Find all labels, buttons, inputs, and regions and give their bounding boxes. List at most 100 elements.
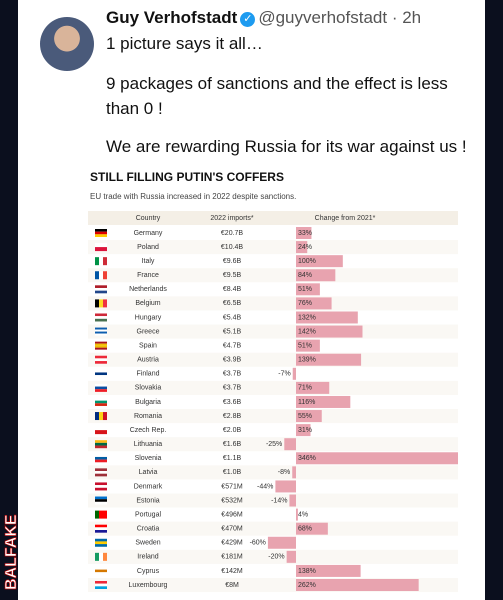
country-name: Slovakia — [135, 385, 162, 392]
change-label: 346% — [298, 455, 316, 462]
change-bar — [289, 494, 296, 507]
flag-stripe — [95, 581, 107, 584]
flag-stripe — [95, 426, 107, 431]
import-value: €5.4B — [223, 314, 242, 321]
change-label: 68% — [298, 526, 312, 533]
flag-stripe — [95, 327, 107, 330]
tweet-header: Guy Verhofstadt ✓ @guyverhofstadt · 2h — [106, 8, 421, 28]
flag-stripe — [95, 290, 107, 294]
change-bar — [296, 508, 298, 521]
flag-stripe — [95, 456, 107, 460]
flag-stripe — [95, 285, 107, 288]
import-value: €181M — [221, 554, 243, 561]
flag-stripe — [95, 412, 99, 421]
flag-stripe — [95, 487, 107, 491]
country-name: Belgium — [135, 300, 160, 307]
import-value: €3.7B — [223, 371, 242, 378]
author-name[interactable]: Guy Verhofstadt — [106, 8, 238, 27]
change-label: 33% — [298, 230, 312, 237]
flag-stripe — [95, 369, 107, 373]
flag-stripe — [99, 510, 103, 519]
import-value: €5.1B — [223, 328, 242, 335]
change-label: 132% — [298, 314, 316, 321]
country-name: Bulgaria — [135, 399, 161, 406]
flag-stripe — [95, 231, 107, 235]
flag-stripe — [95, 524, 107, 528]
change-bar — [296, 381, 330, 394]
import-value: €1.1B — [223, 455, 242, 462]
flag-stripe — [95, 530, 107, 533]
row-stripe — [88, 521, 458, 536]
flag-stripe — [95, 538, 107, 542]
author-handle[interactable]: @guyverhofstadt — [258, 8, 388, 27]
import-value: €8M — [225, 582, 239, 589]
flag-stripe — [95, 372, 107, 376]
column-header: Country — [136, 215, 161, 222]
change-label: 51% — [298, 342, 312, 349]
flag-stripe — [95, 358, 107, 362]
flag-stripe — [95, 471, 107, 474]
change-bar — [286, 550, 296, 563]
change-label: 31% — [298, 427, 312, 434]
import-value: €3.6B — [223, 399, 242, 406]
flag-stripe — [95, 496, 107, 500]
import-value: €532M — [221, 497, 243, 504]
country-name: Czech Rep. — [130, 427, 167, 434]
flag-stripe — [99, 257, 103, 266]
country-name: Italy — [142, 258, 155, 265]
flag-stripe — [95, 583, 107, 587]
column-header: Change from 2021* — [315, 215, 376, 222]
change-bar — [296, 339, 320, 352]
change-label: 139% — [298, 357, 316, 364]
flag-stripe — [95, 485, 107, 488]
flag-stripe — [95, 331, 107, 334]
change-label: 262% — [298, 582, 316, 589]
column-header: 2022 imports* — [210, 215, 253, 222]
change-label: 55% — [298, 413, 312, 420]
change-bar — [296, 395, 351, 408]
avatar[interactable] — [40, 17, 94, 71]
change-label: 76% — [298, 300, 312, 307]
flag-stripe — [95, 341, 107, 344]
change-label: -60% — [250, 540, 266, 547]
country-name: Hungary — [135, 314, 162, 321]
change-bar — [296, 283, 320, 296]
flag-stripe — [95, 329, 107, 332]
flag-stripe — [95, 499, 107, 502]
import-value: €2.8B — [223, 413, 242, 420]
flag-stripe — [95, 333, 107, 336]
tweet-text: 9 packages of sanctions and the effect i… — [106, 74, 448, 118]
country-name: Greece — [137, 328, 160, 335]
flag-stripe — [95, 527, 107, 531]
country-name: Finland — [137, 371, 160, 378]
import-value: €9.5B — [223, 272, 242, 279]
flag-stripe — [95, 510, 99, 519]
flag-stripe — [99, 412, 103, 421]
flag-stripe — [95, 552, 99, 561]
change-bar — [296, 269, 336, 282]
row-stripe — [88, 324, 458, 339]
flag-stripe — [95, 569, 107, 573]
country-name: France — [137, 272, 159, 279]
tweet-text: 1 picture says it all… — [106, 34, 263, 53]
change-label: 116% — [298, 399, 315, 406]
flag-stripe — [95, 299, 99, 308]
import-value: €496M — [221, 511, 243, 518]
country-name: Ireland — [137, 554, 159, 561]
separator: · — [387, 8, 403, 27]
row-stripe — [88, 240, 458, 255]
flag-stripe — [95, 566, 107, 570]
watermark: BALFAKE — [3, 514, 20, 590]
country-name: Germany — [134, 230, 163, 237]
flag-stripe — [95, 316, 107, 319]
tweet-time[interactable]: 2h — [402, 8, 422, 27]
flag-stripe — [95, 468, 107, 472]
flag-stripe — [95, 229, 107, 232]
country-name: Latvia — [139, 469, 158, 476]
country-name: Spain — [139, 342, 157, 349]
change-bar — [292, 367, 296, 380]
import-value: €6.5B — [223, 300, 242, 307]
flag-stripe — [95, 445, 107, 449]
flag-stripe — [95, 501, 107, 505]
import-value: €1.0B — [223, 469, 242, 476]
